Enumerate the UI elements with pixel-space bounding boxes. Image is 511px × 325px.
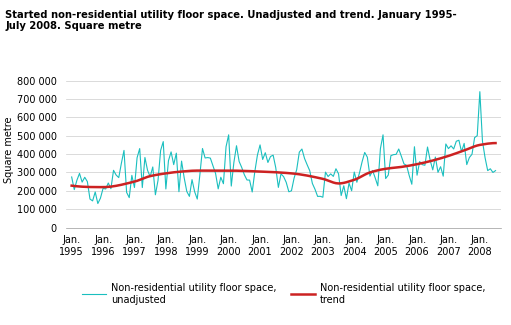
Text: Started non-residential utility floor space. Unadjusted and trend. January 1995-: Started non-residential utility floor sp… bbox=[5, 10, 457, 31]
Y-axis label: Square metre: Square metre bbox=[4, 116, 14, 183]
Legend: Non-residential utility floor space,
unadjusted, Non-residential utility floor s: Non-residential utility floor space, una… bbox=[78, 279, 490, 308]
